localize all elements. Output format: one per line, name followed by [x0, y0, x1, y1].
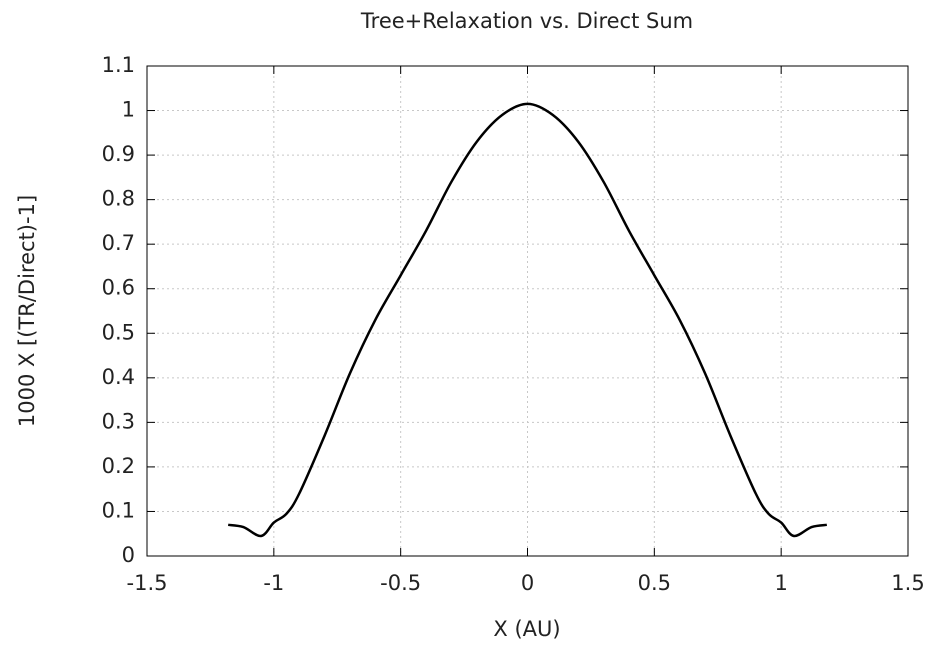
- x-tick-label: 0.5: [638, 571, 671, 595]
- x-tick-label: 1.5: [891, 571, 924, 595]
- y-tick-label: 0.1: [102, 498, 135, 522]
- y-tick-label: 1: [122, 98, 135, 122]
- x-tick-label: -1: [263, 571, 284, 595]
- plot-frame: [146, 65, 909, 557]
- y-tick-label: 0.9: [102, 142, 135, 166]
- x-tick-label: -1.5: [127, 571, 168, 595]
- y-tick-label: 0.5: [102, 320, 135, 344]
- y-tick-label: 0.6: [102, 276, 135, 300]
- data-line: [227, 102, 828, 538]
- y-tick-label: 0.7: [102, 231, 135, 255]
- x-tick-label: 0: [521, 571, 534, 595]
- x-tick-label: 1: [774, 571, 787, 595]
- y-axis-label: 1000 X [(TR/Direct)-1]: [15, 195, 39, 427]
- x-axis-label: X (AU): [493, 617, 560, 641]
- y-tick-label: 0.4: [102, 365, 135, 389]
- y-tick-label: 1.1: [102, 53, 135, 77]
- y-tick-label: 0.3: [102, 409, 135, 433]
- y-tick-label: 0: [122, 543, 135, 567]
- x-tick-label: -0.5: [380, 571, 421, 595]
- y-tick-label: 0.8: [102, 187, 135, 211]
- chart-title: Tree+Relaxation vs. Direct Sum: [360, 9, 693, 33]
- y-tick-label: 0.2: [102, 454, 135, 478]
